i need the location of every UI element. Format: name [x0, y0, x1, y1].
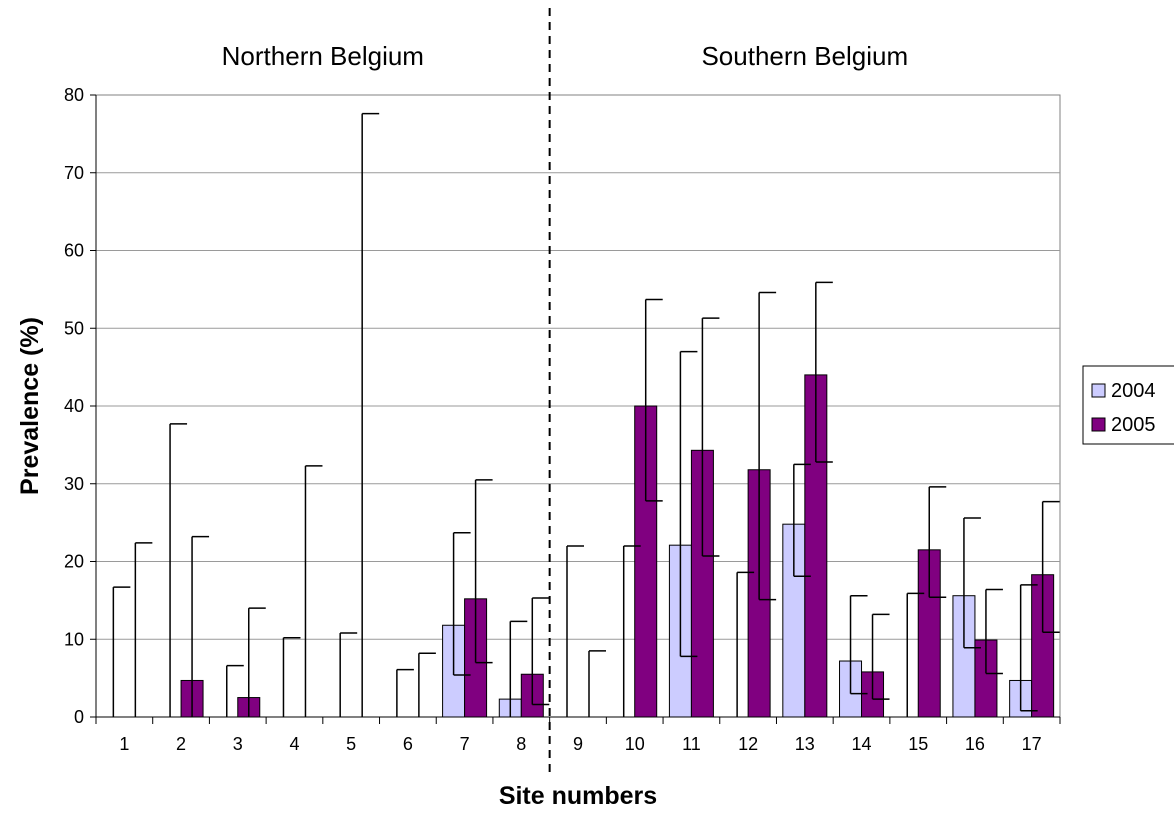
x-tick-label-6: 6 — [403, 734, 413, 754]
y-tick-label-0: 0 — [74, 707, 84, 727]
y-tick-label-60: 60 — [64, 241, 84, 261]
legend-label-2004: 2004 — [1111, 380, 1156, 402]
x-tick-label-4: 4 — [289, 734, 299, 754]
legend-swatch-2004 — [1091, 383, 1106, 398]
region-label-northern-belgium: Northern Belgium — [222, 41, 424, 71]
x-tick-label-8: 8 — [516, 734, 526, 754]
region-label-southern-belgium: Southern Belgium — [701, 41, 908, 71]
y-tick-label-10: 10 — [64, 629, 84, 649]
x-tick-label-11: 11 — [682, 734, 701, 754]
x-axis-title: Site numbers — [499, 782, 657, 810]
x-tick-label-9: 9 — [573, 734, 583, 754]
legend-label-2005: 2005 — [1111, 414, 1156, 436]
y-tick-label-80: 80 — [64, 85, 84, 105]
y-tick-label-70: 70 — [64, 163, 84, 183]
region-labels: Northern Belgium Southern Belgium — [222, 41, 909, 71]
gridlines — [96, 172, 1060, 640]
y-tick-labels: 0 10 20 30 40 50 60 70 80 — [64, 85, 84, 727]
x-tick-label-14: 14 — [852, 734, 872, 754]
x-tick-label-13: 13 — [795, 734, 815, 754]
x-tick-label-5: 5 — [346, 734, 356, 754]
y-axis-title: Prevalence (%) — [16, 317, 44, 495]
legend: 2004 2005 — [1082, 365, 1174, 445]
x-tick-labels: 1 2 3 4 5 6 7 8 9 10 11 12 13 14 15 16 17 — [119, 734, 1041, 754]
x-tick-label-10: 10 — [625, 734, 645, 754]
y-tick-label-50: 50 — [64, 318, 84, 338]
y-tick-label-20: 20 — [64, 552, 84, 572]
legend-swatch-2005 — [1091, 417, 1106, 432]
x-tick-label-12: 12 — [738, 734, 758, 754]
x-tick-label-15: 15 — [908, 734, 928, 754]
axes — [90, 94, 1061, 724]
y-tick-label-30: 30 — [64, 474, 84, 494]
error-bars — [112, 112, 1060, 717]
x-tick-label-3: 3 — [233, 734, 243, 754]
x-tick-label-2: 2 — [176, 734, 186, 754]
x-tick-label-16: 16 — [965, 734, 985, 754]
x-tick-label-17: 17 — [1022, 734, 1042, 754]
x-tick-label-7: 7 — [460, 734, 470, 754]
y-tick-label-40: 40 — [64, 396, 84, 416]
x-tick-label-1: 1 — [119, 734, 129, 754]
